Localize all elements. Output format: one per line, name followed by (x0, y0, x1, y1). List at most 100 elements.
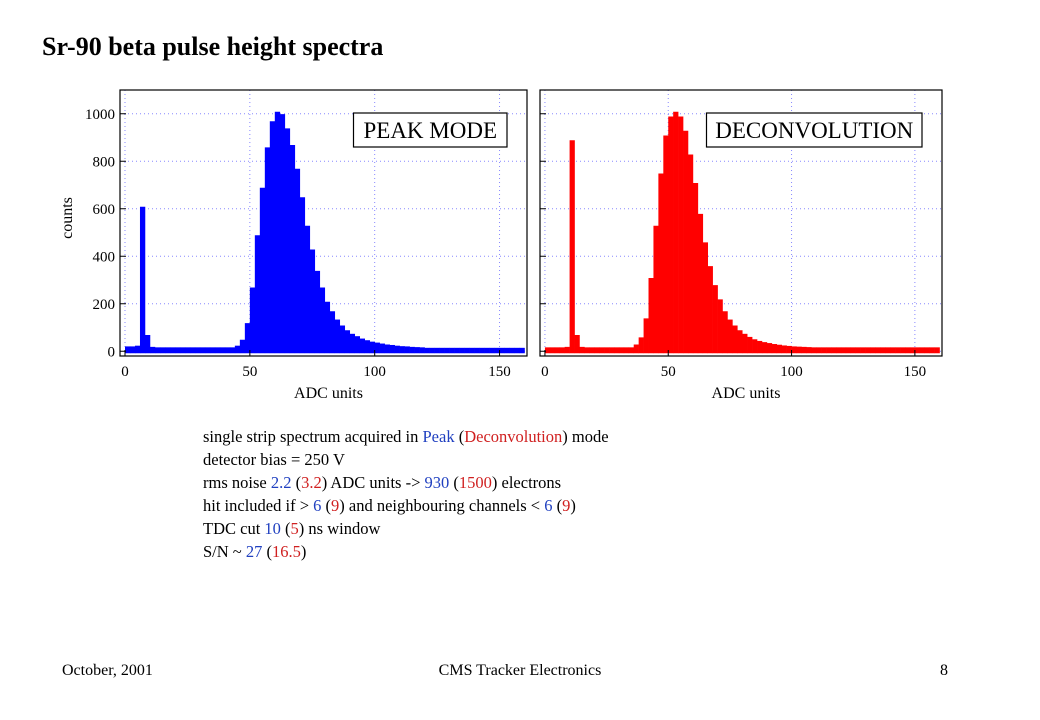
bar (154, 347, 161, 354)
bar (199, 347, 206, 354)
bar (569, 140, 575, 354)
bar (727, 319, 733, 354)
bar (364, 340, 370, 354)
bar (692, 183, 699, 354)
bar (144, 335, 151, 354)
note-text: ( (262, 542, 272, 561)
note-line: detector bias = 250 V (203, 448, 609, 471)
x-axis-label: ADC units (712, 385, 781, 402)
bar (389, 344, 395, 354)
y-tick-label: 1000 (85, 107, 115, 123)
bar (259, 187, 266, 354)
bar (880, 347, 886, 354)
bar (414, 347, 420, 354)
note-text: ) ADC units -> (321, 473, 425, 492)
bar (860, 347, 866, 354)
bar (314, 270, 321, 354)
note-text: S/N ~ (203, 542, 246, 561)
bar (821, 347, 827, 354)
bar (796, 346, 802, 354)
bar (865, 347, 871, 354)
bar (494, 347, 500, 354)
chart-label: DECONVOLUTION (715, 118, 913, 143)
bar (870, 347, 876, 354)
note-text: ) mode (562, 427, 609, 446)
bar (835, 347, 842, 354)
note-text: ( (280, 519, 291, 538)
bar (444, 347, 450, 354)
bar (149, 346, 156, 354)
bar (826, 347, 832, 354)
bar (139, 206, 146, 354)
bar (742, 333, 748, 354)
bar (584, 347, 590, 354)
bar (194, 347, 201, 354)
note-text: detector bias = 250 V (203, 450, 345, 469)
bar (509, 347, 515, 354)
x-tick-label: 100 (363, 364, 386, 380)
note-text: ) electrons (491, 473, 562, 492)
bar (129, 346, 136, 354)
bar (786, 345, 792, 354)
bar (409, 346, 415, 354)
legend-box (705, 112, 923, 148)
y-tick-label: 800 (93, 154, 116, 170)
note-text: Deconvolution (464, 427, 563, 446)
bar (319, 287, 326, 354)
bar (683, 130, 689, 354)
bar (816, 347, 822, 354)
bar (885, 347, 891, 354)
notes: single strip spectrum acquired in Peak (… (203, 425, 609, 563)
bar (845, 347, 852, 354)
bar (479, 347, 485, 354)
note-text: ) (570, 496, 576, 515)
bar (687, 154, 694, 354)
bar (294, 168, 301, 354)
chart-label: PEAK MODE (363, 118, 497, 143)
bar (895, 347, 901, 354)
bar (284, 128, 291, 354)
bar (304, 225, 311, 354)
bar (499, 347, 505, 354)
bar (439, 347, 445, 354)
bar (459, 347, 465, 354)
note-text: ) and neighbouring channels < (339, 496, 545, 515)
footer-date: October, 2001 (62, 662, 153, 679)
bar (905, 347, 911, 354)
bar (628, 347, 635, 354)
note-text: TDC cut (203, 519, 265, 538)
bar (169, 347, 176, 354)
bar (464, 347, 470, 354)
bar (579, 346, 585, 354)
bar (766, 343, 773, 354)
bar (697, 213, 704, 354)
bar (429, 347, 435, 354)
bar (589, 347, 595, 354)
bar (609, 347, 615, 354)
x-tick-label: 50 (242, 364, 257, 380)
bar (264, 147, 271, 354)
bar (732, 325, 738, 354)
bar (648, 278, 654, 354)
note-text: ( (321, 496, 332, 515)
bar (469, 347, 475, 354)
bar (924, 347, 930, 354)
note-text: ) (300, 542, 307, 561)
bar (184, 347, 191, 354)
bar (134, 345, 141, 354)
bar (214, 347, 221, 354)
bar (159, 347, 166, 354)
bar (339, 325, 346, 354)
bar (909, 347, 916, 354)
bar (179, 347, 186, 354)
bar (673, 111, 679, 354)
bar (449, 347, 455, 354)
bar (394, 345, 400, 354)
bar (929, 347, 935, 354)
note-text: 2.2 (270, 473, 292, 492)
bar (633, 344, 639, 354)
note-line: hit included if > 6 (9) and neighbouring… (203, 494, 609, 517)
y-tick-label: 600 (93, 202, 116, 218)
note-text: 10 (264, 519, 281, 538)
